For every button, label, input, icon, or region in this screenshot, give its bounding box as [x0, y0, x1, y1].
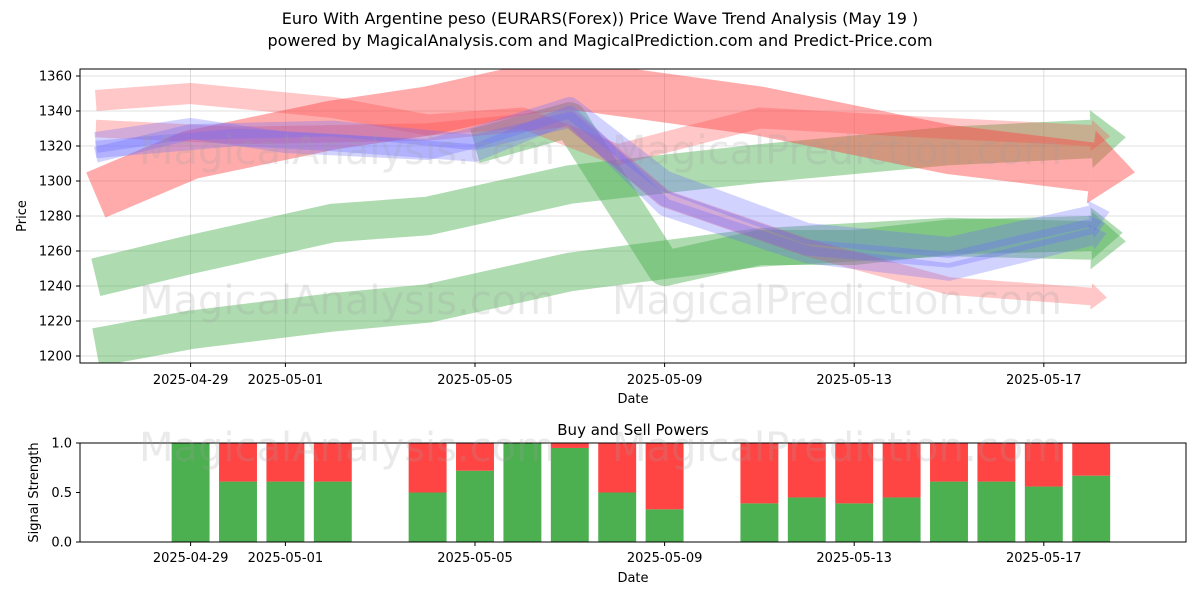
wave-arrowhead-red	[1090, 283, 1107, 310]
buy-power-bar	[930, 481, 968, 542]
buy-power-bar	[456, 470, 494, 542]
x-tick-label: 2025-04-29	[153, 373, 229, 388]
y-tick-label: 0.5	[51, 486, 72, 501]
y-tick-label: 1360	[39, 70, 72, 85]
x-tick-label: 2025-05-01	[248, 551, 324, 566]
y-tick-label: 1280	[39, 210, 72, 225]
sell-power-bar	[1072, 443, 1111, 476]
y-tick-label: 0.0	[51, 536, 72, 551]
x-axis-label: Date	[617, 571, 648, 586]
sell-power-bar	[550, 443, 589, 448]
sell-power-bar	[456, 443, 494, 471]
sell-power-bar	[219, 443, 257, 482]
buy-power-bar	[645, 509, 684, 542]
sell-power-bar	[740, 443, 779, 504]
wave-band-green	[92, 217, 1092, 363]
x-tick-label: 2025-04-29	[153, 551, 229, 566]
buy-power-bar	[977, 481, 1016, 542]
wave-band-blue	[93, 111, 1093, 268]
sell-power-bar	[645, 443, 684, 510]
watermark-text: MagicalAnalysis.com	[139, 425, 555, 471]
watermark-text: MagicalPrediction.com	[612, 128, 1062, 174]
sell-power-bar	[598, 443, 637, 493]
wave-arrowhead-green	[1089, 110, 1126, 168]
wave-band-red	[86, 69, 1095, 218]
buy-power-bar	[503, 443, 542, 542]
sell-power-bar	[1024, 443, 1063, 487]
watermark-text: MagicalPrediction.com	[612, 425, 1062, 471]
y-tick-label: 1320	[39, 140, 72, 155]
wave-arrowhead-blue	[1088, 224, 1107, 250]
wave-arrowhead-green	[1090, 211, 1126, 270]
y-tick-label: 1200	[39, 350, 72, 365]
y-axis-label: Price	[15, 200, 30, 232]
sell-power-bar	[835, 443, 874, 504]
buy-power-bar	[1072, 475, 1111, 542]
sell-power-bar	[977, 443, 1016, 482]
sell-power-bar	[408, 443, 447, 493]
wave-band-red	[95, 109, 1092, 306]
x-tick-label: 2025-05-13	[816, 551, 892, 566]
y-tick-label: 1220	[39, 315, 72, 330]
x-tick-label: 2025-05-05	[437, 373, 513, 388]
buy-power-bar	[740, 503, 779, 542]
x-tick-label: 2025-05-17	[1006, 373, 1082, 388]
wave-arrowhead-red	[1086, 130, 1135, 204]
y-tick-label: 1340	[39, 105, 72, 120]
wave-band-red	[95, 83, 1092, 166]
buy-power-bar	[550, 447, 589, 542]
watermark-text: MagicalPrediction.com	[612, 278, 1062, 324]
wave-band-green	[91, 119, 1093, 297]
wave-band-blue	[94, 97, 1094, 258]
watermark-text: MagicalAnalysis.com	[139, 278, 555, 324]
x-tick-label: 2025-05-09	[627, 373, 703, 388]
x-tick-label: 2025-05-09	[627, 551, 703, 566]
buy-power-bar	[598, 492, 637, 542]
wave-arrowhead-green	[1090, 207, 1123, 260]
buy-power-bar	[882, 497, 921, 542]
x-tick-label: 2025-05-17	[1006, 551, 1082, 566]
wave-arrowhead-blue	[1088, 214, 1106, 239]
watermark-text: MagicalAnalysis.com	[139, 128, 555, 174]
buy-power-bar	[408, 492, 447, 542]
x-tick-label: 2025-05-13	[816, 373, 892, 388]
buy-power-bar	[266, 481, 305, 542]
buy-power-bar	[313, 481, 352, 542]
x-tick-label: 2025-05-05	[437, 551, 513, 566]
y-tick-label: 1.0	[51, 437, 72, 452]
y-axis-label: Signal Strength	[27, 442, 42, 542]
sell-power-bar	[266, 443, 305, 482]
buy-power-bar	[787, 497, 826, 542]
x-axis-label: Date	[617, 392, 648, 407]
wave-band-blue	[95, 105, 1094, 281]
wave-band-green	[470, 102, 1092, 286]
price-waves	[86, 69, 1135, 363]
wave-arrowhead-blue	[1087, 200, 1110, 232]
buy-power-bar	[1024, 486, 1063, 542]
chart-subtitle: powered by MagicalAnalysis.com and Magic…	[267, 31, 933, 50]
sell-power-bar	[930, 443, 968, 482]
buy-power-bar	[171, 443, 210, 542]
y-tick-label: 1300	[39, 175, 72, 190]
chart-title: Euro With Argentine peso (EURARS(Forex))…	[281, 9, 919, 28]
y-tick-label: 1240	[39, 280, 72, 295]
sell-power-bar	[787, 443, 826, 498]
buy-power-bar	[219, 481, 257, 542]
sell-power-bar	[313, 443, 352, 482]
y-tick-label: 1260	[39, 245, 72, 260]
signal-chart-title: Buy and Sell Powers	[557, 421, 709, 439]
x-tick-label: 2025-05-01	[248, 373, 324, 388]
buy-power-bar	[835, 503, 874, 542]
wave-arrowhead-red	[1090, 119, 1111, 152]
sell-power-bar	[882, 443, 921, 498]
